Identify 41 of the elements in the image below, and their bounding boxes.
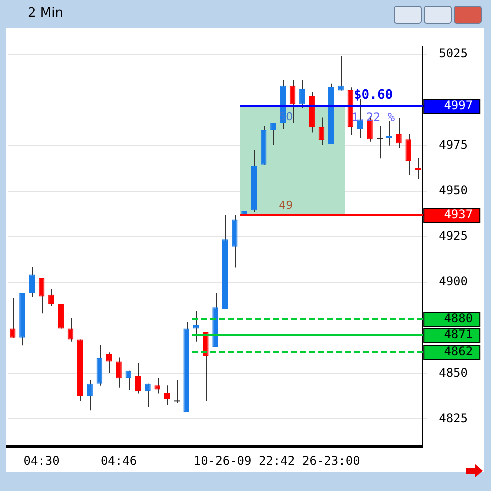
candlestick	[48, 288, 54, 307]
y-tick-label: 4975	[439, 138, 468, 152]
candlestick	[164, 385, 170, 406]
annotation: 49	[279, 198, 294, 212]
candlestick	[38, 278, 45, 314]
candlestick	[116, 357, 122, 388]
ref-line-label: 4871	[444, 328, 474, 342]
candlestick	[106, 352, 112, 374]
y-tick-label: 4950	[439, 183, 468, 198]
candlestick	[396, 117, 402, 149]
x-tick-label: 10-26-09 22:42	[194, 454, 296, 468]
candlestick	[270, 122, 276, 146]
chart-title: 2 Min	[28, 6, 64, 21]
candlestick	[145, 383, 151, 408]
candlestick	[318, 117, 325, 146]
y-tick-label: 5025	[439, 46, 468, 61]
candlestick	[193, 310, 200, 342]
x-tick-label: 04:30	[24, 454, 60, 468]
ref-line-label: 4937	[444, 208, 474, 222]
candlestick	[29, 266, 36, 298]
candlestick	[377, 126, 384, 160]
candlestick	[10, 298, 16, 338]
y-tick-label: 4825	[439, 411, 468, 426]
candlestick	[338, 56, 344, 92]
candlestick	[154, 378, 161, 394]
candlestick	[174, 380, 181, 404]
candlestick	[87, 380, 93, 412]
y-tick-label: 4850	[439, 366, 468, 380]
candlestick	[96, 344, 103, 386]
y-tick-label: 4900	[439, 274, 468, 289]
ref-line-label: 4997	[444, 98, 474, 113]
ref-line-label: 4880	[444, 312, 474, 326]
x-tick-label: 04:46	[100, 454, 138, 468]
x-tick-label: 26-23:00	[302, 454, 360, 468]
candlestick	[406, 134, 412, 176]
y-tick-label: 4925	[439, 228, 468, 243]
candlestick	[300, 80, 306, 109]
ref-line-label: 4862	[444, 344, 474, 359]
candlestick	[135, 362, 142, 394]
annotation: $0.60	[354, 88, 394, 103]
candlestick	[415, 158, 422, 180]
